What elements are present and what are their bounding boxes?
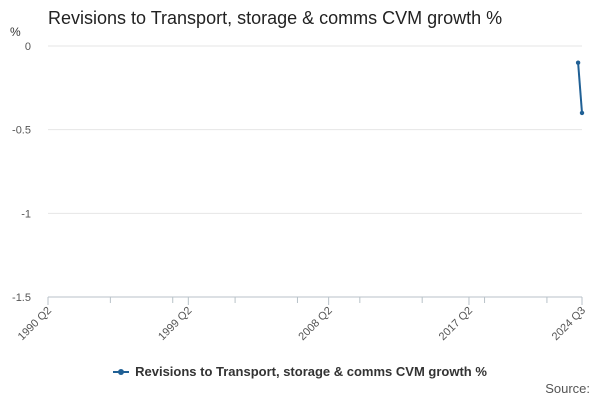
gridlines (48, 45, 582, 298)
y-tick-label: -1.5 (12, 292, 31, 304)
data-point (579, 110, 585, 116)
legend[interactable]: Revisions to Transport, storage & comms … (0, 364, 600, 379)
y-tick-label: 0 (25, 41, 31, 53)
x-tick-label: 1999 Q2 (156, 305, 194, 343)
x-axis: 1990 Q2 1999 Q2 2008 Q2 2017 Q2 2024 Q3 (16, 297, 588, 343)
x-tick-label: 2024 Q3 (550, 305, 588, 343)
source-label: Source: (545, 381, 590, 396)
y-tick-label: -0.5 (12, 125, 31, 137)
data-point (575, 60, 581, 65)
x-tick-label: 1990 Q2 (16, 305, 54, 343)
y-tick-label: -1 (21, 208, 31, 220)
y-axis-unit-label: % (10, 25, 21, 39)
legend-line-marker-icon (113, 368, 130, 375)
series-layer (575, 60, 585, 116)
series-line (577, 62, 583, 114)
legend-label: Revisions to Transport, storage & comms … (135, 364, 487, 379)
chart-title: Revisions to Transport, storage & comms … (48, 8, 503, 28)
y-axis-ticks: 0 -0.5 -1 -1.5 (12, 41, 31, 304)
x-tick-label: 2008 Q2 (296, 305, 334, 343)
x-tick-label: 2017 Q2 (437, 305, 475, 343)
